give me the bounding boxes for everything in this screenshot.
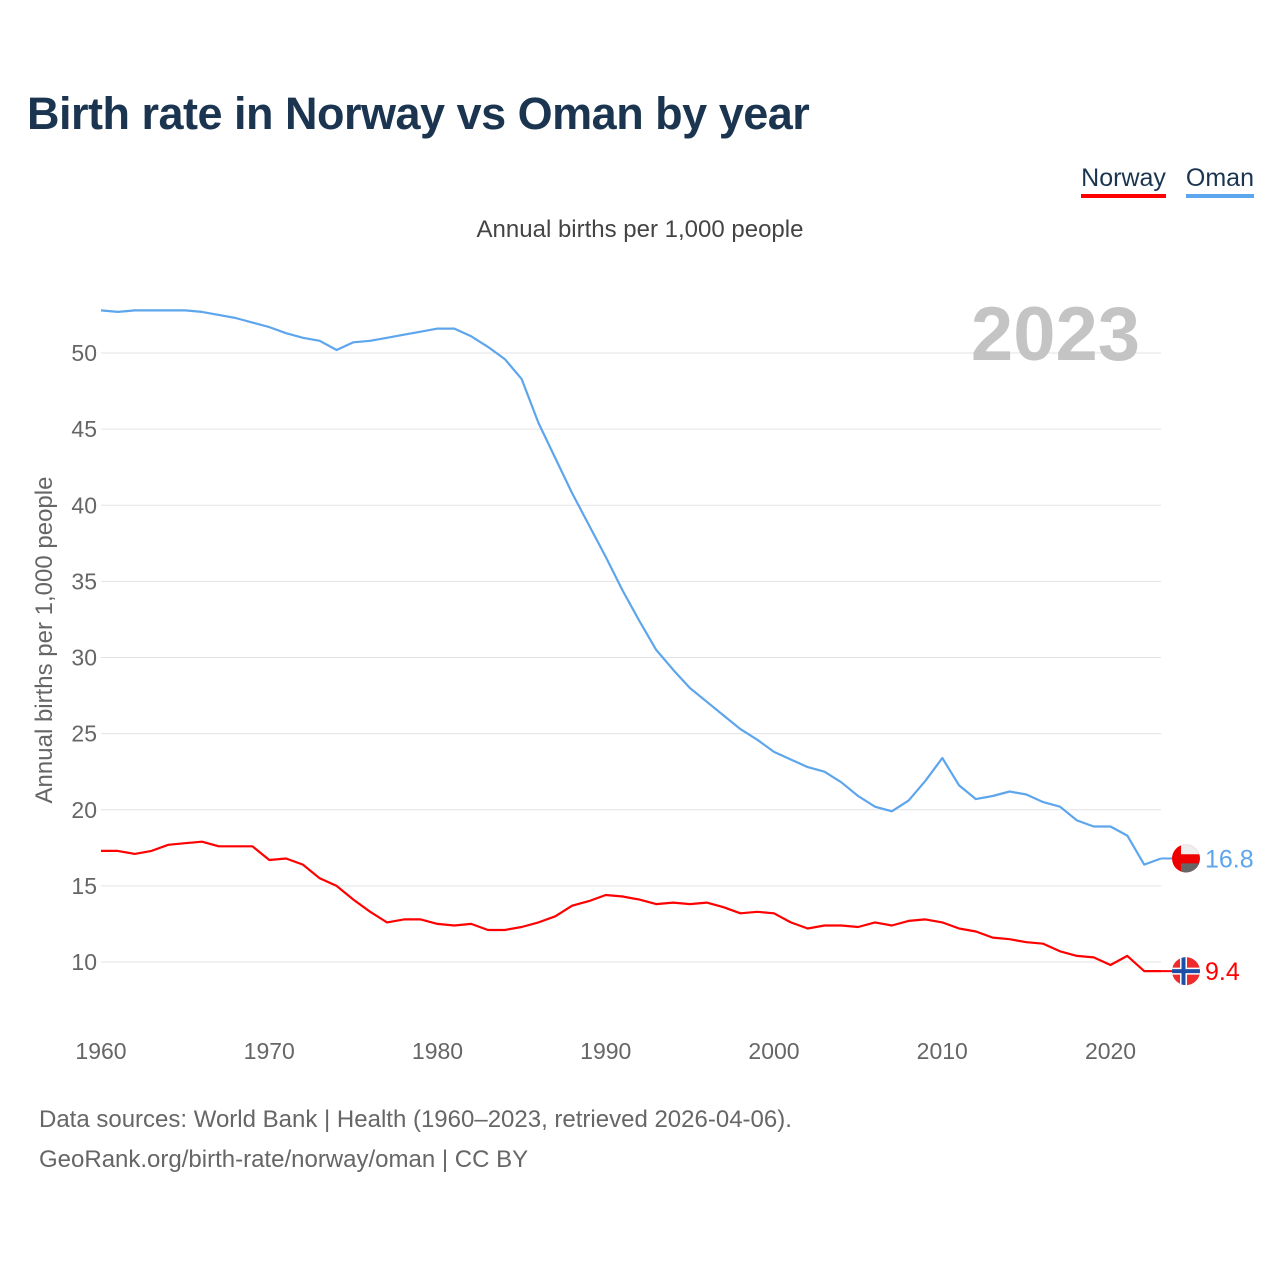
y-tick-label: 20 [71,797,97,823]
x-tick-label: 1980 [412,1038,463,1064]
year-watermark: 2023 [971,292,1140,377]
y-tick-label: 45 [71,416,97,442]
chart-subtitle: Annual births per 1,000 people [476,216,804,243]
x-tick-label: 1970 [244,1038,295,1064]
x-tick-label: 2020 [1085,1038,1136,1064]
x-tick-label: 1990 [580,1038,631,1064]
norway-flag-icon [1172,957,1200,986]
y-tick-label: 10 [71,949,97,975]
series-line-norway [101,840,1161,973]
y-tick-label: 35 [71,568,97,594]
flag-cross-blue-v [1181,957,1186,986]
y-axis-label: Annual births per 1,000 people [31,477,58,804]
legend: Norway Oman [1081,164,1254,198]
y-tick-label: 25 [71,721,97,747]
flag-dark-band [1181,863,1200,873]
y-tick-label: 30 [71,645,97,671]
flag-body [1172,957,1200,986]
y-tick-label: 40 [71,492,97,518]
flag-cross-blue-h [1172,969,1200,974]
oman-flag-icon [1172,844,1200,873]
legend-item-norway[interactable]: Norway [1081,164,1166,198]
end-value-label: 9.4 [1205,958,1240,986]
legend-item-oman[interactable]: Oman [1185,164,1254,198]
x-tick-label: 2010 [917,1038,968,1064]
x-tick-label: 1960 [75,1038,126,1064]
series-line-oman [100,309,1162,866]
end-value-label: 16.8 [1205,845,1254,873]
y-tick-label: 15 [71,873,97,899]
y-tick-label: 50 [71,340,97,366]
footer-source: Data sources: World Bank | Health (1960–… [39,1106,792,1133]
x-tick-label: 2000 [748,1038,799,1064]
footer-link[interactable]: GeoRank.org/birth-rate/norway/oman | CC … [39,1146,529,1173]
flag-body [1172,844,1200,873]
chart-title: Birth rate in Norway vs Oman by year [27,88,810,139]
flag-white-band [1181,844,1200,855]
